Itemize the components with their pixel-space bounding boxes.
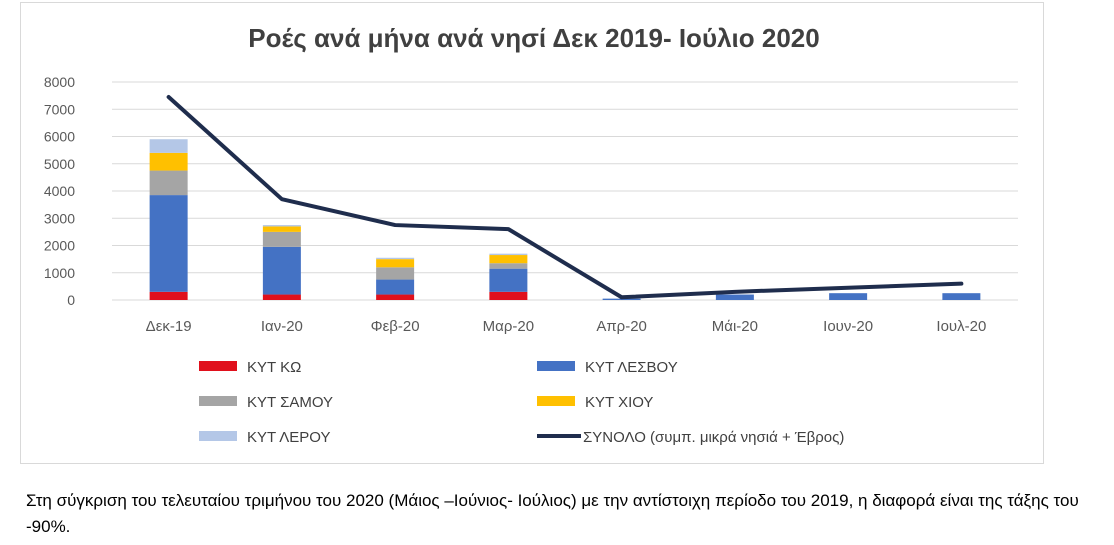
bar-segment [489, 268, 528, 292]
x-tick-label: Μαρ-20 [483, 318, 534, 335]
bar-segment [149, 152, 188, 171]
y-tick-label: 1000 [44, 265, 75, 281]
x-tick-label: Δεκ-19 [146, 318, 192, 335]
x-tick-label: Απρ-20 [596, 318, 647, 335]
bar-segment [376, 279, 415, 295]
legend-swatch [199, 431, 237, 441]
flows-chart: Ροές ανά μήνα ανά νησί Δεκ 2019- Ιούλιο … [44, 23, 1018, 446]
total-line [166, 94, 964, 300]
bar-segment [262, 246, 301, 295]
y-tick-label: 3000 [44, 210, 75, 226]
bar-segment [376, 294, 415, 300]
y-tick-label: 2000 [44, 238, 75, 254]
bar-segment [149, 195, 188, 292]
legend-swatch [537, 361, 575, 371]
legend-swatch [199, 396, 237, 406]
legend-label: ΚΥΤ ΣΑΜΟΥ [247, 394, 333, 411]
x-tick-label: Ιουν-20 [823, 318, 873, 335]
y-tick-label: 5000 [44, 156, 75, 172]
legend-swatch [199, 361, 237, 371]
bar-segment [149, 170, 188, 196]
bar-segment [376, 259, 415, 268]
bar-segment [489, 253, 528, 256]
bar-segment [262, 226, 301, 232]
legend-label: ΚΥΤ ΚΩ [247, 359, 301, 376]
y-tick-label: 6000 [44, 129, 75, 145]
legend-swatch [537, 396, 575, 406]
bar-segment [715, 294, 754, 300]
legend-label: ΚΥΤ ΛΕΡΟΥ [247, 429, 330, 446]
bar-segment [262, 294, 301, 300]
bar-segment [376, 257, 415, 260]
y-tick-label: 0 [67, 292, 75, 308]
bar-segment [149, 139, 188, 153]
y-tick-label: 8000 [44, 74, 75, 90]
chart-container: Ροές ανά μήνα ανά νησί Δεκ 2019- Ιούλιο … [20, 2, 1044, 464]
y-tick-label: 4000 [44, 183, 75, 199]
x-tick-label: Ιαν-20 [261, 318, 303, 335]
legend-label: ΚΥΤ ΧΙΟΥ [585, 394, 653, 411]
y-tick-label: 7000 [44, 101, 75, 117]
bar-segment [602, 298, 641, 300]
legend-label: ΣΥΝΟΛΟ (συμπ. μικρά νησιά + Έβρος) [583, 429, 844, 446]
bar-segment [489, 255, 528, 264]
bar-segment [829, 293, 868, 300]
x-tick-label: Μάι-20 [712, 318, 758, 335]
bar-segment [942, 293, 981, 300]
bar-segment [262, 231, 301, 247]
x-tick-label: Ιουλ-20 [936, 318, 986, 335]
bar-segment [376, 267, 415, 280]
bar-segment [489, 291, 528, 300]
bar-segment [489, 263, 528, 269]
x-tick-label: Φεβ-20 [371, 318, 420, 335]
chart-caption: Στη σύγκριση του τελευταίου τριμήνου του… [26, 491, 1079, 536]
bar-segment [262, 225, 301, 227]
bar-segment [149, 291, 188, 300]
legend-label: ΚΥΤ ΛΕΣΒΟΥ [585, 359, 678, 376]
chart-title: Ροές ανά μήνα ανά νησί Δεκ 2019- Ιούλιο … [248, 23, 819, 53]
